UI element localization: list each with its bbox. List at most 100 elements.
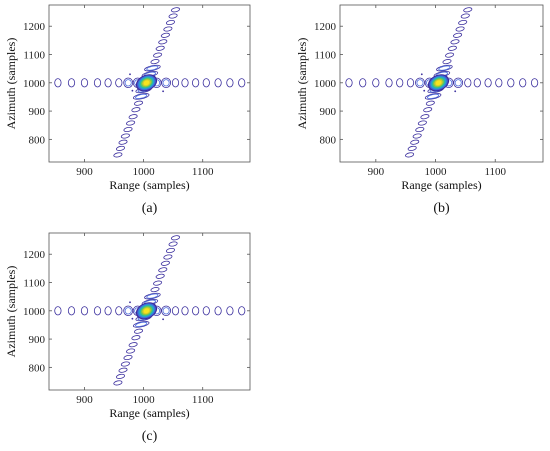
range-sidelobe: [406, 78, 415, 88]
azimuth-sidelobe: [135, 321, 148, 327]
range-sidelobe: [238, 78, 246, 88]
azimuth-sidelobe: [133, 328, 144, 334]
range-sidelobe: [124, 79, 132, 87]
x-axis-label: Range (samples): [109, 406, 189, 420]
azimuth-sidelobe: [424, 93, 442, 100]
range-sidelobe: [93, 78, 102, 88]
plot-area: [345, 7, 539, 158]
azimuth-sidelobe: [463, 7, 473, 13]
axes-frame: [339, 4, 544, 163]
panel-label: (a): [142, 201, 158, 216]
azimuth-sidelobe: [123, 354, 133, 361]
range-sidelobe: [484, 78, 492, 88]
azimuth-sidelobe: [146, 293, 159, 299]
range-sidelobe: [162, 307, 170, 315]
azimuth-sidelobe: [423, 107, 433, 113]
x-tick-label: 1000: [133, 166, 156, 178]
range-sidelobe: [415, 77, 425, 89]
range-sidelobe: [238, 306, 246, 316]
main-lobe-contour: [435, 80, 442, 86]
azimuth-sidelobe: [420, 114, 430, 120]
azimuth-sidelobe: [165, 247, 176, 254]
azimuth-sidelobe: [133, 100, 144, 106]
range-sidelobe: [214, 306, 222, 316]
azimuth-sidelobe: [118, 139, 128, 145]
azimuth-sidelobe: [131, 335, 141, 341]
azimuth-sidelobe: [115, 145, 126, 151]
range-sidelobe: [104, 306, 112, 316]
azimuth-sidelobe: [123, 126, 133, 133]
x-tick-label: 1000: [425, 166, 448, 178]
x-tick-label: 1000: [133, 394, 156, 406]
range-sidelobe: [192, 78, 200, 88]
range-sidelobe: [80, 306, 89, 316]
azimuth-sidelobe: [150, 287, 160, 293]
y-axis-label: Azimuth (samples): [4, 38, 18, 130]
main-lobe-contour: [139, 77, 154, 89]
main-lobe-contour: [433, 78, 444, 88]
plot-area: [54, 235, 246, 386]
azimuth-sidelobe: [170, 235, 181, 241]
range-sidelobe: [226, 306, 234, 316]
main-lobe-contour: [137, 303, 156, 319]
panel-3: 900 1000 1100 800 900 1000 1100 1200 Range (samp…: [4, 232, 251, 444]
panel-1: 900 1000 1100 800 900 1000 1100 1200 Range (samp…: [4, 4, 251, 216]
main-lobe-contour: [142, 307, 151, 315]
azimuth-sidelobe: [447, 45, 457, 51]
contour-dot: [162, 318, 165, 321]
azimuth-sidelobe: [126, 120, 136, 126]
range-sidelobe: [372, 78, 380, 88]
main-lobe-contour: [434, 79, 443, 87]
y-tick-label: 1000: [314, 78, 337, 90]
main-lobe-contour: [141, 306, 152, 316]
range-sidelobe: [345, 78, 353, 88]
y-tick-label: 900: [320, 106, 337, 118]
range-sidelobe: [162, 79, 170, 87]
range-sidelobe: [416, 79, 424, 87]
azimuth-sidelobe: [132, 93, 150, 100]
azimuth-sidelobe: [144, 64, 161, 72]
main-lobe-contour: [431, 77, 446, 89]
azimuth-sidelobe: [436, 64, 453, 72]
main-lobe-contour: [143, 308, 150, 314]
azimuth-sidelobe: [168, 13, 178, 19]
azimuth-sidelobe: [126, 348, 136, 354]
azimuth-sidelobe: [407, 145, 417, 151]
azimuth-sidelobe: [163, 254, 173, 260]
range-sidelobe: [161, 305, 172, 317]
azimuth-sidelobe: [153, 280, 163, 286]
range-sidelobe: [80, 78, 89, 88]
y-tick-label: 900: [29, 106, 46, 118]
azimuth-sidelobe: [160, 260, 170, 266]
x-tick-label: 900: [368, 166, 385, 178]
range-sidelobe: [464, 78, 472, 88]
range-sidelobe: [115, 78, 123, 88]
azimuth-sidelobe: [163, 26, 173, 32]
azimuth-sidelobe: [168, 241, 178, 247]
panel-label: (b): [433, 201, 450, 216]
main-lobe-contour: [142, 79, 151, 87]
range-sidelobe: [396, 78, 404, 88]
range-sidelobe: [67, 306, 76, 316]
x-tick-label: 900: [76, 166, 93, 178]
azimuth-sidelobe: [160, 32, 170, 38]
x-tick-label: 1100: [484, 166, 506, 178]
y-tick-label: 1200: [23, 21, 46, 33]
panel-label: (c): [142, 429, 158, 444]
x-tick-label: 1100: [192, 166, 214, 178]
range-sidelobe: [214, 78, 222, 88]
azimuth-sidelobe: [453, 32, 463, 38]
azimuth-sidelobe: [455, 26, 465, 32]
range-sidelobe: [124, 307, 132, 315]
range-sidelobe: [473, 78, 481, 88]
axes-frame: [48, 232, 251, 391]
range-sidelobe: [161, 77, 172, 89]
azimuth-sidelobe: [460, 13, 470, 19]
main-lobe-contour: [138, 76, 155, 90]
range-sidelobe: [507, 78, 515, 88]
azimuth-sidelobe: [450, 39, 460, 45]
azimuth-sidelobe: [115, 373, 126, 379]
azimuth-sidelobe: [128, 342, 138, 348]
azimuth-sidelobe: [158, 267, 168, 273]
main-lobe-contour: [427, 74, 450, 92]
